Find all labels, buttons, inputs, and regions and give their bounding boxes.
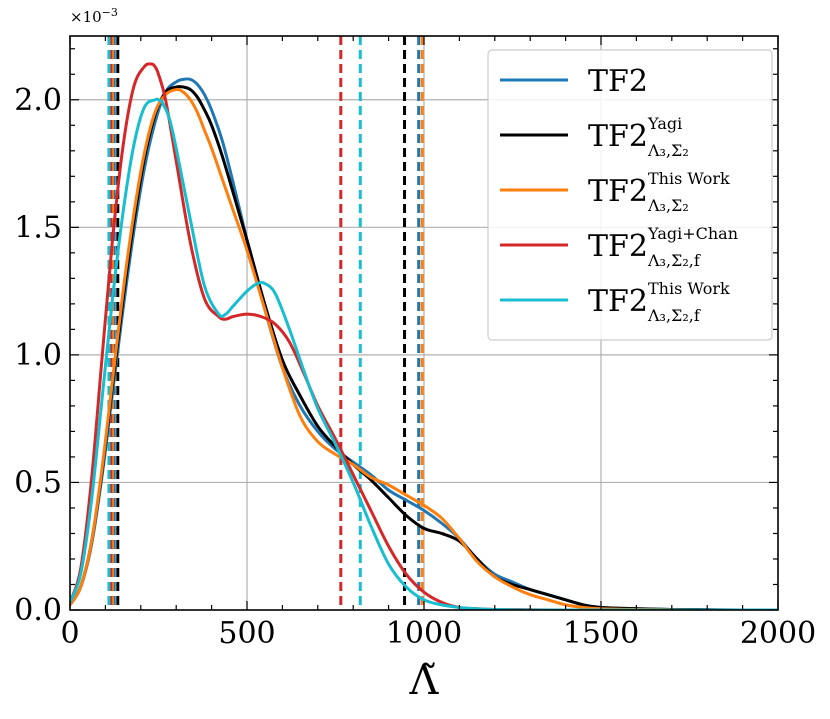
y-tick-label: 1.5 (14, 210, 62, 245)
legend-subscript: Λ₃,Σ₂ (647, 196, 689, 215)
y-multiplier-label: ×10−3 (70, 6, 118, 26)
x-tick-label: 2000 (740, 616, 816, 651)
legend-subscript: Λ₃,Σ₂ (647, 141, 689, 160)
legend-label: TF2 (588, 284, 648, 319)
plot-area (70, 36, 778, 610)
x-axis-label: Λ̃ (409, 658, 440, 704)
legend-label: TF2 (588, 64, 648, 99)
legend-label: TF2 (588, 174, 648, 209)
legend-label: TF2 (588, 229, 648, 264)
x-tick-label: 500 (218, 616, 275, 651)
y-tick-label: 2.0 (14, 83, 62, 118)
legend-superscript: Yagi+Chan (647, 224, 738, 243)
legend-superscript: Yagi (647, 114, 682, 133)
legend-label: TF2 (588, 119, 648, 154)
x-tick-label: 1500 (563, 616, 639, 651)
legend-box (487, 49, 773, 341)
legend-subscript: Λ₃,Σ₂,f (647, 306, 701, 325)
x-tick-label: 1000 (386, 616, 462, 651)
tick-labels: 0 500 1000 1500 2000 0.0 0.5 1.0 1.5 2.0 (14, 83, 816, 651)
y-tick-label: 1.0 (14, 338, 62, 373)
plot-frame (69, 35, 779, 611)
legend-superscript: This Work (648, 169, 730, 188)
legend-superscript: This Work (648, 279, 730, 298)
y-tick-label: 0.0 (14, 593, 62, 628)
series-line-tf2-this-work (70, 87, 778, 610)
legend-subscript: Λ₃,Σ₂,f (647, 251, 701, 270)
y-tick-label: 0.5 (14, 465, 62, 500)
x-tick-label: 0 (60, 616, 79, 651)
series-line-tf2-this-work-f (70, 97, 778, 610)
